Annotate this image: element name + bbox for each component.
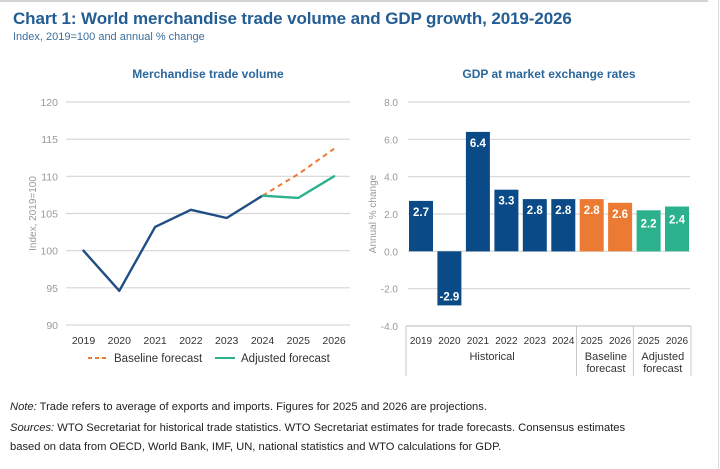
left-x-tick-label: 2026 xyxy=(322,335,346,347)
category-group-label: forecast xyxy=(643,363,682,375)
category-group-label: forecast xyxy=(586,363,625,375)
gdp-bar-data-label: 2.2 xyxy=(641,218,657,230)
sources-text-line2: based on data from OECD, World Bank, IMF… xyxy=(10,441,502,453)
right-panel-title: GDP at market exchange rates xyxy=(462,67,636,81)
gdp-bar xyxy=(409,200,433,252)
right-y-tick-label: 6.0 xyxy=(384,135,398,146)
right-x-tick-label: 2026 xyxy=(609,336,632,347)
left-y-tick-label: 90 xyxy=(46,320,58,332)
right-x-tick-label: 2026 xyxy=(666,336,689,347)
left-y-axis-label: Index, 2019=100 xyxy=(28,176,39,251)
right-x-tick-label: 2025 xyxy=(637,336,660,347)
gdp-bar xyxy=(522,199,547,252)
gdp-bar xyxy=(579,199,604,252)
note-label: Note: xyxy=(10,401,37,413)
series-line-baseline-forecast xyxy=(261,147,335,197)
gdp-bar-data-label: 6.4 xyxy=(470,138,487,150)
frame-top-border xyxy=(0,0,708,2)
left-y-tick-label: 95 xyxy=(46,283,58,295)
note-body: Trade refers to average of exports and i… xyxy=(36,401,487,413)
right-y-tick-label: 8.0 xyxy=(384,98,398,109)
right-y-tick-label: 2.0 xyxy=(384,210,398,221)
category-group-label: Baseline xyxy=(585,351,627,363)
left-x-tick-label: 2023 xyxy=(215,335,239,347)
chart-subtitle: Index, 2019=100 and annual % change xyxy=(13,31,205,43)
gdp-bar-data-label: 2.8 xyxy=(584,205,601,217)
left-y-tick-label: 100 xyxy=(40,246,58,258)
gdp-bar xyxy=(465,131,490,252)
series-line-adjusted-forecast xyxy=(261,175,336,200)
right-y-tick-label: 4.0 xyxy=(384,173,398,184)
sources-body-line1: WTO Secretariat for historical trade sta… xyxy=(54,422,626,434)
left-x-tick-label: 2025 xyxy=(287,335,311,347)
gdp-bar-data-label: 2.8 xyxy=(555,205,572,217)
right-x-tick-label: 2021 xyxy=(467,336,490,347)
legend-label-baseline-forecast: Baseline forecast xyxy=(114,353,203,365)
category-group-label: Historical xyxy=(469,351,514,363)
gdp-bar xyxy=(437,251,462,306)
series-line-historical xyxy=(82,194,264,292)
left-y-tick-label: 115 xyxy=(41,134,58,146)
left-x-tick-label: 2022 xyxy=(179,335,203,347)
gdp-bar xyxy=(665,206,689,252)
right-x-tick-label: 2019 xyxy=(410,336,433,347)
gdp-bar-data-label: 2.7 xyxy=(413,207,429,219)
note-text: Note: Trade refers to average of exports… xyxy=(10,401,487,413)
gdp-bar xyxy=(636,210,661,252)
right-y-tick-label: -2.0 xyxy=(381,285,399,296)
left-x-tick-label: 2019 xyxy=(72,335,96,347)
right-x-tick-label: 2024 xyxy=(552,336,575,347)
right-y-axis-label: Annual % change xyxy=(368,174,379,253)
chart-title: Chart 1: World merchandise trade volume … xyxy=(13,9,572,28)
right-x-tick-label: 2022 xyxy=(495,336,518,347)
gdp-bar-data-label: 3.3 xyxy=(498,196,514,208)
sources-text: Sources: WTO Secretariat for historical … xyxy=(10,422,625,434)
frame-right-border xyxy=(718,0,719,469)
right-x-tick-label: 2025 xyxy=(581,336,604,347)
category-group-label: Adjusted xyxy=(641,351,684,363)
legend-label-adjusted-forecast: Adjusted forecast xyxy=(241,353,331,365)
left-x-tick-label: 2021 xyxy=(143,335,167,347)
right-y-tick-label: 0.0 xyxy=(384,247,398,258)
left-panel-title: Merchandise trade volume xyxy=(132,67,284,81)
gdp-bar-data-label: -2.9 xyxy=(439,292,459,304)
right-x-tick-label: 2020 xyxy=(438,336,461,347)
gdp-bar xyxy=(494,189,519,252)
gdp-bar-data-label: 2.4 xyxy=(669,215,686,227)
gdp-bar-data-label: 2.6 xyxy=(612,209,628,221)
right-y-tick-label: -4.0 xyxy=(381,322,399,333)
left-x-tick-label: 2024 xyxy=(251,335,275,347)
gdp-bar-data-label: 2.8 xyxy=(527,205,544,217)
gdp-bar xyxy=(608,202,633,252)
left-x-tick-label: 2020 xyxy=(108,335,132,347)
gdp-bar xyxy=(551,199,576,252)
left-y-tick-label: 105 xyxy=(40,209,58,221)
sources-label: Sources: xyxy=(10,422,55,434)
right-x-tick-label: 2023 xyxy=(524,336,547,347)
left-y-tick-label: 110 xyxy=(41,171,58,183)
left-y-tick-label: 120 xyxy=(40,97,58,109)
